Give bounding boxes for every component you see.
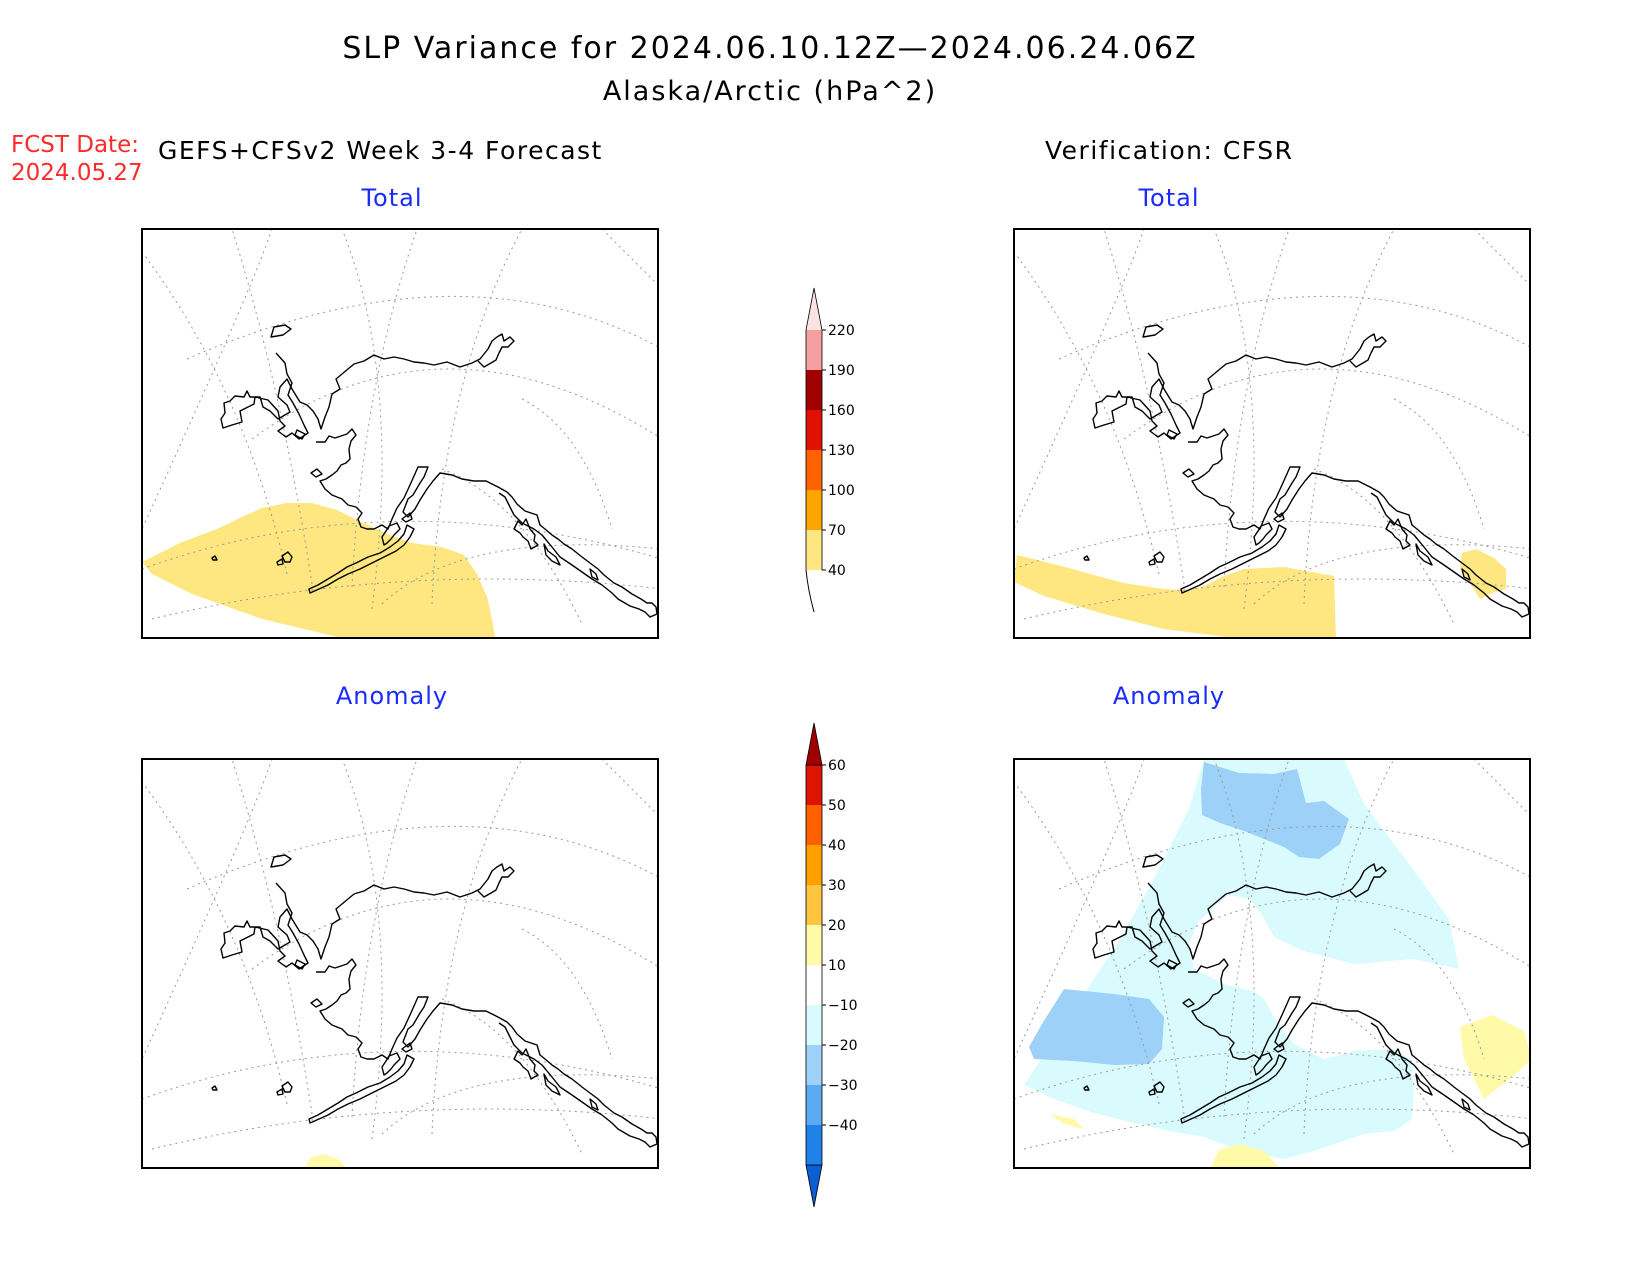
colorbar-swatch (806, 330, 822, 370)
colorbar-swatch (806, 410, 822, 450)
colorbar-tick-label: 100 (828, 483, 855, 499)
colorbar-swatch (806, 490, 822, 530)
colorbar-lower-tail (805, 569, 815, 613)
verification-anomaly-map (1013, 758, 1531, 1169)
colorbar-swatch (806, 885, 822, 925)
colorbar-swatch (806, 370, 822, 410)
panel-frame (1013, 758, 1531, 1169)
verification-column-header: Verification: CFSR (1045, 136, 1294, 165)
colorbar-upper-arrow (806, 288, 822, 330)
colorbar-upper-arrow (805, 722, 823, 766)
forecast-anomaly-map (141, 758, 659, 1169)
colorbar-tick-label: −20 (828, 1038, 858, 1054)
panel-frame (141, 758, 659, 1169)
map-subtitle: Alaska/Arctic (hPa^2) (602, 76, 938, 107)
colorbar-lower-arrow (805, 1164, 823, 1208)
colorbar-tick-label: 40 (828, 563, 846, 579)
colorbar-tick-label: 20 (828, 918, 846, 934)
colorbar-swatch (806, 1085, 822, 1125)
colorbar-swatch (806, 1045, 822, 1085)
anomaly-colorbar: −40 −30 −20 −10 10 20 30 40 50 60 (805, 722, 858, 1208)
panel-frame (1013, 228, 1531, 639)
map-title: SLP Variance for 2024.06.10.12Z—2024.06.… (342, 31, 1198, 66)
colorbar-swatch (806, 765, 822, 805)
colorbar-swatch (806, 1005, 822, 1045)
colorbar-tick-label: −30 (828, 1078, 858, 1094)
colorbar-swatch (806, 450, 822, 490)
colorbar-swatch (806, 965, 822, 1005)
colorbar-tick-label: 160 (828, 403, 855, 419)
colorbar-tick-label: 30 (828, 878, 846, 894)
panel-frame (141, 228, 659, 639)
verification-anomaly-title: Anomaly (1112, 682, 1226, 710)
verification-total-map (1013, 228, 1531, 639)
forecast-total-title: Total (361, 184, 423, 212)
colorbar-swatch (806, 925, 822, 965)
total-variance-region (142, 503, 495, 638)
colorbar-swatch (806, 805, 822, 845)
forecast-total-map (141, 228, 659, 639)
colorbar-swatch (806, 1125, 822, 1165)
positive-anomaly-region (1460, 1015, 1530, 1099)
positive-anomaly-region (1210, 1144, 1279, 1168)
colorbar-tick-label: 70 (828, 523, 846, 539)
verification-total-title: Total (1138, 184, 1200, 212)
colorbar-tick-label: 220 (828, 323, 855, 339)
positive-anomaly-region (305, 1154, 347, 1168)
colorbar-tick-label: 190 (828, 363, 855, 379)
forecast-date-label: FCST Date: (11, 132, 139, 158)
strong-negative-anomaly-region (1029, 989, 1164, 1065)
colorbar-tick-label: 10 (828, 958, 846, 974)
colorbar-swatch (806, 845, 822, 885)
colorbar-tick-label: −10 (828, 998, 858, 1014)
colorbar-tick-label: 60 (828, 758, 846, 774)
forecast-column-header: GEFS+CFSv2 Week 3-4 Forecast (158, 136, 603, 165)
colorbar-swatch (806, 530, 822, 570)
total-variance-region (1014, 555, 1336, 638)
strong-negative-anomaly-region (1201, 762, 1349, 859)
colorbar-tick-label: 50 (828, 798, 846, 814)
colorbar-tick-label: 40 (828, 838, 846, 854)
forecast-anomaly-title: Anomaly (335, 682, 449, 710)
forecast-date-value: 2024.05.27 (11, 160, 143, 186)
positive-anomaly-region (1049, 1114, 1084, 1129)
colorbar-tick-label: −40 (828, 1118, 858, 1134)
total-colorbar: 40 70 100 130 160 190 220 (805, 287, 855, 613)
colorbar-tick-label: 130 (828, 443, 855, 459)
